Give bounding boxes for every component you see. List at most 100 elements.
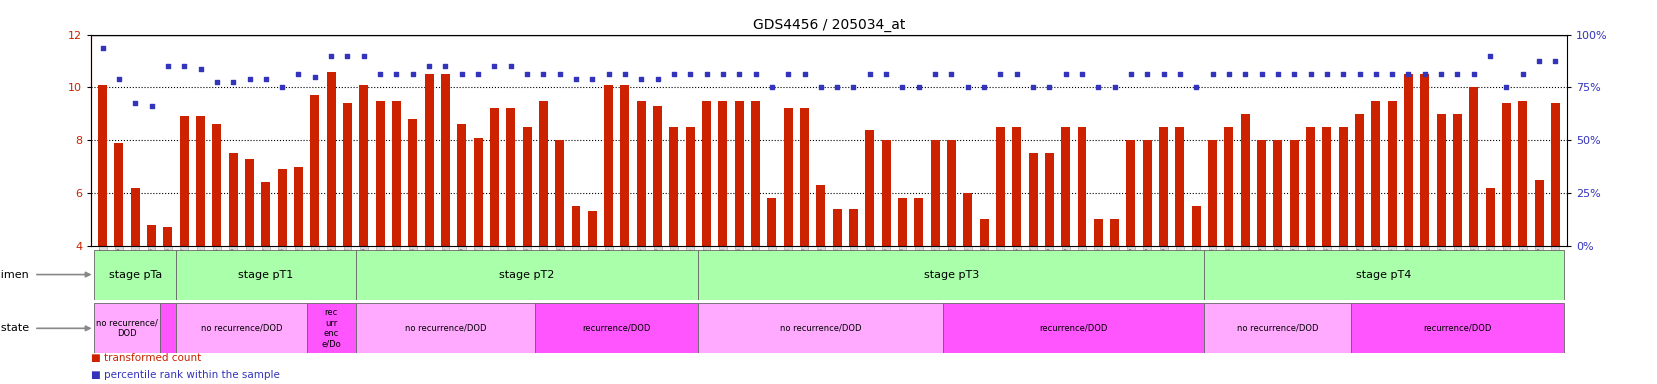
Bar	[1337, 127, 1347, 246]
Bar	[1203, 250, 1563, 300]
Point	[1281, 71, 1307, 77]
Point	[514, 71, 540, 77]
Bar	[522, 127, 532, 246]
Bar	[114, 143, 123, 246]
Point	[1395, 71, 1422, 77]
Bar	[963, 193, 971, 246]
Point	[611, 71, 638, 77]
Point	[547, 71, 573, 77]
Point	[335, 53, 361, 59]
Text: stage pTa: stage pTa	[109, 270, 162, 280]
Text: recurrence/DOD: recurrence/DOD	[1039, 324, 1107, 333]
Point	[252, 76, 278, 83]
Bar	[457, 124, 466, 246]
Bar	[1094, 219, 1102, 246]
Point	[464, 71, 490, 77]
Point	[759, 84, 785, 91]
Bar	[360, 85, 368, 246]
Point	[138, 103, 164, 109]
Point	[1541, 58, 1568, 64]
Point	[187, 66, 214, 72]
Point	[1379, 71, 1405, 77]
Bar	[784, 109, 792, 246]
Point	[595, 71, 621, 77]
Bar	[262, 182, 270, 246]
Bar	[686, 127, 694, 246]
Bar	[1370, 101, 1380, 246]
Bar	[1306, 127, 1314, 246]
Point	[416, 63, 442, 70]
Point	[432, 63, 459, 70]
Bar	[229, 153, 237, 246]
Bar	[179, 116, 189, 246]
Point	[106, 76, 133, 83]
Bar	[848, 209, 857, 246]
Point	[383, 71, 409, 77]
Bar	[1077, 127, 1085, 246]
Bar	[176, 250, 355, 300]
Text: stage pT1: stage pT1	[239, 270, 293, 280]
Point	[1215, 71, 1241, 77]
Point	[986, 71, 1012, 77]
Bar	[1452, 114, 1461, 246]
Bar	[293, 167, 303, 246]
Point	[742, 71, 769, 77]
Point	[123, 100, 149, 106]
Point	[726, 71, 752, 77]
Point	[628, 76, 655, 83]
Bar	[1273, 140, 1281, 246]
Text: disease state: disease state	[0, 323, 30, 333]
Point	[709, 71, 736, 77]
Point	[1443, 71, 1470, 77]
Point	[1493, 84, 1519, 91]
Bar	[943, 303, 1203, 353]
Bar	[164, 227, 172, 246]
Bar	[620, 85, 630, 246]
Bar	[698, 250, 1203, 300]
Bar	[1110, 219, 1118, 246]
Point	[1476, 53, 1503, 59]
Point	[1410, 71, 1437, 77]
Text: no recurrence/DOD: no recurrence/DOD	[200, 324, 282, 333]
Point	[905, 84, 931, 91]
Bar	[1203, 303, 1350, 353]
Point	[235, 76, 262, 83]
Bar	[1403, 74, 1412, 246]
Point	[1084, 84, 1110, 91]
Text: specimen: specimen	[0, 270, 30, 280]
Text: ■ percentile rank within the sample: ■ percentile rank within the sample	[91, 370, 280, 380]
Point	[676, 71, 703, 77]
Bar	[1044, 153, 1054, 246]
Bar	[930, 140, 940, 246]
Text: no recurrence/DOD: no recurrence/DOD	[1236, 324, 1317, 333]
Bar	[996, 127, 1004, 246]
Bar	[1208, 140, 1216, 246]
Point	[399, 71, 426, 77]
Point	[1427, 71, 1453, 77]
Bar	[343, 103, 351, 246]
Bar	[767, 198, 775, 246]
Point	[645, 76, 671, 83]
Bar	[882, 140, 890, 246]
Bar	[734, 101, 744, 246]
Point	[1150, 71, 1176, 77]
Bar	[277, 169, 287, 246]
Bar	[1012, 127, 1021, 246]
Bar	[391, 101, 401, 246]
Bar	[1354, 114, 1364, 246]
Bar	[94, 250, 176, 300]
Bar	[636, 101, 645, 246]
Point	[1296, 71, 1322, 77]
Point	[938, 71, 964, 77]
Point	[693, 71, 719, 77]
Point	[1019, 84, 1046, 91]
Point	[1460, 71, 1486, 77]
Bar	[1350, 303, 1563, 353]
Text: recurrence/DOD: recurrence/DOD	[582, 324, 651, 333]
Point	[1508, 71, 1534, 77]
Bar	[441, 74, 449, 246]
Point	[1264, 71, 1291, 77]
Bar	[131, 188, 139, 246]
Text: no recurrence/
DOD: no recurrence/ DOD	[96, 319, 157, 338]
Point	[1198, 71, 1225, 77]
